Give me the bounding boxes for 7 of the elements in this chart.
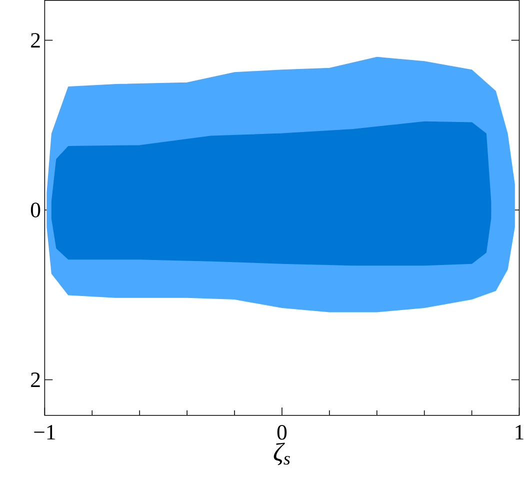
x-axis-title: ζ$_{s}$: [274, 442, 290, 466]
x-tick-label: −1: [34, 425, 55, 440]
y-tick-label: 0: [30, 202, 40, 218]
x-tick-label: 1: [516, 425, 524, 440]
y-tick-label: 2: [31, 372, 40, 388]
y-tick-label: 2: [31, 33, 40, 48]
x-tick-label: 0: [277, 425, 287, 440]
